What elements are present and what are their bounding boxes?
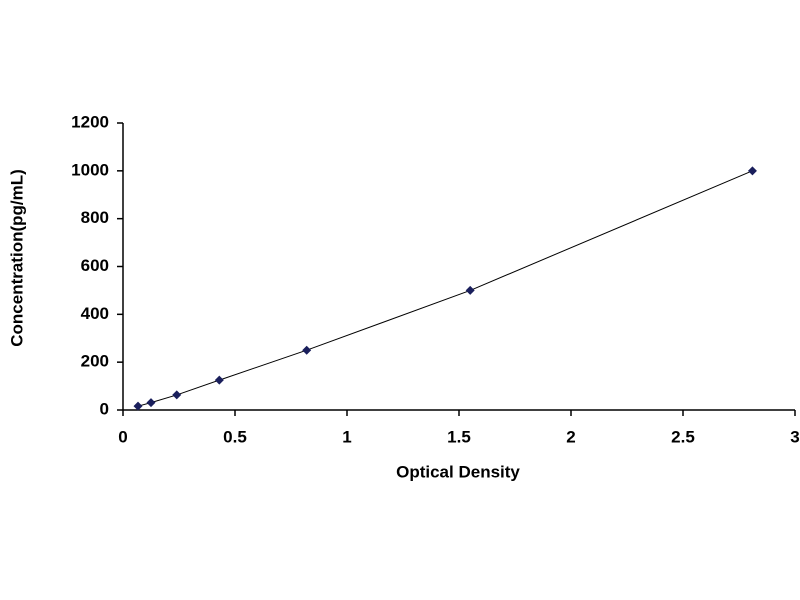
data-point — [302, 345, 312, 355]
data-point — [747, 166, 757, 176]
x-axis-label: Optical Density — [396, 462, 520, 481]
data-point — [465, 285, 475, 295]
data-point — [133, 401, 143, 411]
x-tick-label: 2.5 — [671, 427, 695, 446]
y-tick-label: 0 — [100, 399, 109, 418]
x-tick-label: 2 — [566, 427, 575, 446]
y-tick-label: 400 — [81, 304, 109, 323]
y-axis-label: Concentration(pg/mL) — [7, 169, 26, 347]
y-tick-label: 1200 — [71, 112, 109, 131]
x-tick-label: 1.5 — [447, 427, 471, 446]
y-tick-label: 600 — [81, 256, 109, 275]
y-tick-label: 200 — [81, 352, 109, 371]
x-tick-label: 0.5 — [223, 427, 247, 446]
y-tick-label: 800 — [81, 208, 109, 227]
x-tick-label: 0 — [118, 427, 127, 446]
x-tick-label: 3 — [790, 427, 799, 446]
data-point — [172, 390, 182, 400]
x-tick-label: 1 — [342, 427, 351, 446]
y-tick-label: 1000 — [71, 160, 109, 179]
data-point — [214, 375, 224, 385]
data-point — [146, 398, 156, 408]
